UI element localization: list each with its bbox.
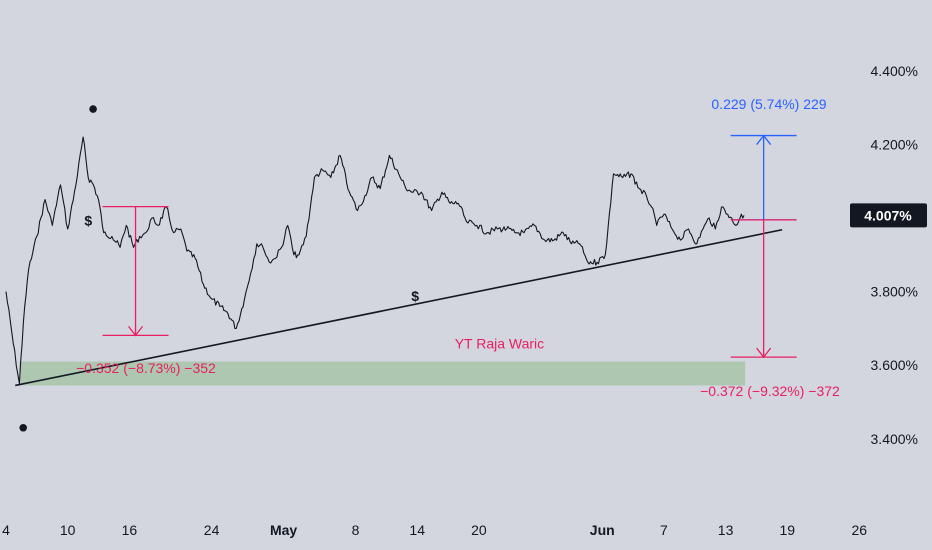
- x-tick-label: May: [270, 522, 297, 538]
- measurement-arrowhead: [756, 134, 772, 145]
- x-tick-label: 8: [352, 522, 360, 538]
- x-tick-label: Jun: [590, 522, 615, 538]
- y-tick-label: 4.200%: [871, 136, 918, 152]
- y-tick-label: 4.400%: [871, 63, 918, 79]
- x-tick-label: 10: [60, 522, 76, 538]
- current-price-badge-bg: [850, 203, 927, 228]
- x-tick-label: 14: [409, 522, 425, 538]
- watermark-text: YT Raja Waric: [455, 336, 544, 352]
- x-tick-label: 16: [122, 522, 138, 538]
- x-axis[interactable]: 4 10 16 24 May 8 14 20 Jun 7 13 19 26: [2, 522, 867, 538]
- marker-layer: [19, 105, 97, 432]
- y-tick-label: 3.600%: [871, 357, 918, 373]
- price-series-layer: [5, 136, 745, 385]
- trendline: [15, 228, 783, 387]
- x-tick-label: 4: [2, 522, 10, 538]
- x-tick-label: 24: [204, 522, 220, 538]
- current-price-badge: 4.007%: [850, 203, 927, 228]
- current-price-badge-label: 4.007%: [864, 207, 912, 223]
- dollar-annotation: $: [84, 212, 92, 228]
- x-tick-label: 20: [471, 522, 487, 538]
- measurement-label: 0.229 (5.74%) 229: [711, 96, 826, 112]
- measurement-2: −0.372 (−9.32%) −372: [700, 219, 840, 399]
- x-tick-label: 19: [779, 522, 795, 538]
- trendline-layer: [15, 228, 783, 387]
- support-zone-rect: [19, 361, 746, 386]
- price-line: [5, 136, 745, 385]
- x-tick-label: 7: [660, 522, 668, 538]
- y-tick-label: 3.800%: [871, 284, 918, 300]
- measurement-0: −0.352 (−8.73%) −352: [76, 205, 216, 376]
- support-zone-layer: [19, 361, 746, 386]
- measurement-arrowhead: [756, 347, 772, 359]
- y-tick-label: 3.400%: [871, 431, 918, 447]
- measurement-layer: −0.352 (−8.73%) −352 0.229 (5.74%) 229 −0.…: [76, 96, 840, 399]
- marker-dot-0: [89, 105, 97, 113]
- marker-dot-1: [19, 423, 27, 432]
- dollar-annotation: $: [411, 288, 419, 304]
- measurement-label: −0.352 (−8.73%) −352: [76, 360, 216, 376]
- measurement-label: −0.372 (−9.32%) −372: [700, 383, 840, 399]
- x-tick-label: 26: [851, 522, 867, 538]
- x-tick-label: 13: [718, 522, 734, 538]
- measurement-arrowhead: [128, 325, 144, 337]
- annotation-layer: YT Raja Waric $ $: [84, 212, 544, 351]
